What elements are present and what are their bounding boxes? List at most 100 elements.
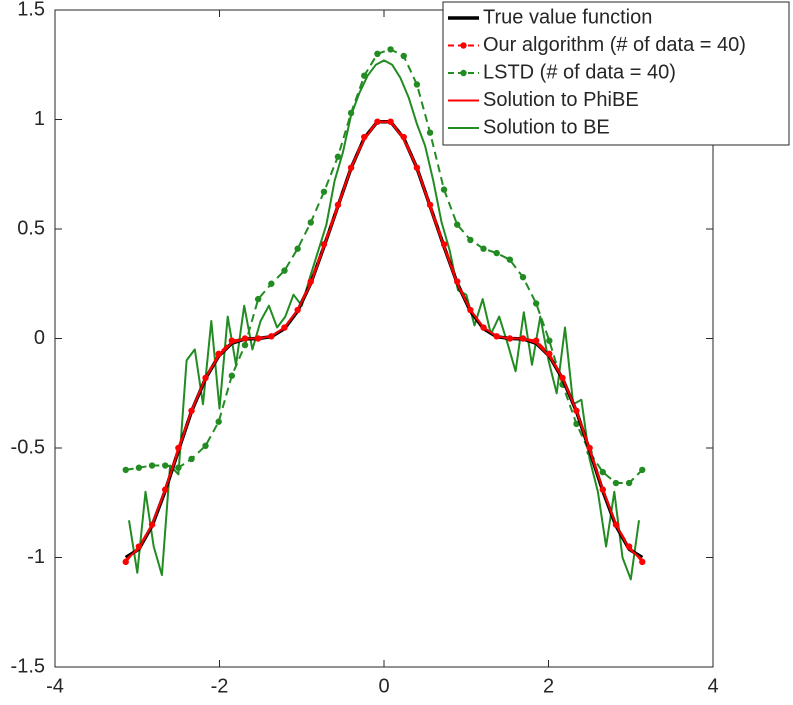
point <box>241 341 249 349</box>
point <box>599 468 606 476</box>
y-tick-label: 0 <box>34 327 45 349</box>
point <box>188 407 195 414</box>
point <box>573 420 580 428</box>
point <box>426 201 434 209</box>
point <box>400 133 407 141</box>
point <box>625 543 633 550</box>
point <box>268 333 275 340</box>
point <box>467 306 474 314</box>
x-tick-label: -4 <box>46 675 64 697</box>
point <box>639 466 646 474</box>
legend-label: Solution to BE <box>483 116 610 138</box>
point <box>281 267 288 274</box>
point <box>519 273 527 281</box>
point <box>493 333 500 340</box>
point <box>612 521 620 528</box>
axes-box <box>54 9 714 668</box>
point <box>334 201 342 209</box>
point <box>241 335 249 342</box>
point <box>162 462 169 469</box>
x-tick-label: 0 <box>378 675 389 697</box>
point <box>413 164 421 171</box>
point <box>361 133 368 141</box>
point <box>228 372 236 379</box>
legend-box <box>442 1 790 146</box>
point <box>254 335 262 342</box>
point <box>188 455 195 463</box>
point <box>347 164 355 171</box>
legend-label: Our algorithm (# of data = 40) <box>483 34 746 56</box>
point <box>215 350 222 358</box>
point <box>175 444 182 452</box>
series-line <box>125 48 644 484</box>
x-tick-label: -2 <box>211 675 229 697</box>
point <box>307 278 314 285</box>
point <box>440 186 448 193</box>
point <box>228 337 236 344</box>
point <box>135 464 143 471</box>
point <box>519 335 527 342</box>
point <box>374 118 381 125</box>
point <box>532 337 540 344</box>
point <box>506 256 514 263</box>
series-line <box>124 120 644 563</box>
point <box>612 479 620 487</box>
y-tick-label: 1.5 <box>17 0 45 20</box>
point <box>320 241 328 248</box>
point <box>480 245 487 252</box>
point <box>413 81 421 88</box>
point <box>135 543 143 550</box>
point <box>440 241 448 248</box>
legend-label: Solution to PhiBE <box>483 89 639 111</box>
x-tick-label: 4 <box>707 675 718 697</box>
point <box>374 50 381 57</box>
point <box>599 486 606 493</box>
x-tick-label: 2 <box>543 675 554 697</box>
point <box>506 335 514 342</box>
point <box>586 444 593 452</box>
y-tick-label: -0.5 <box>11 436 45 458</box>
y-tick-label: -1 <box>27 546 45 568</box>
point <box>546 350 553 358</box>
point <box>122 466 129 474</box>
plot-area <box>54 9 714 668</box>
point <box>467 236 474 244</box>
point <box>480 324 487 331</box>
point <box>454 278 461 285</box>
legend-label: True value function <box>483 6 652 28</box>
point <box>294 306 301 314</box>
point <box>254 295 262 303</box>
series-line <box>128 59 640 581</box>
point <box>625 479 633 487</box>
point <box>454 221 461 228</box>
legend-label: LSTD (# of data = 40) <box>483 61 676 83</box>
point <box>546 337 553 344</box>
point <box>122 558 129 566</box>
point <box>559 374 566 382</box>
y-tick-label: 0.5 <box>17 217 45 239</box>
point <box>573 407 580 414</box>
point <box>202 442 209 450</box>
point <box>175 464 182 471</box>
point <box>334 153 342 160</box>
legend: True value function Our algorithm (# of d… <box>442 1 790 146</box>
point <box>532 300 540 307</box>
point <box>361 72 368 79</box>
point <box>307 219 314 226</box>
point <box>294 245 301 252</box>
point <box>148 521 156 528</box>
point <box>387 118 394 125</box>
point <box>493 249 500 257</box>
legend-marker <box>460 42 467 49</box>
series-line <box>125 120 643 561</box>
point <box>639 558 646 566</box>
y-tick-label: -1.5 <box>11 655 45 677</box>
point <box>148 462 156 469</box>
point <box>202 374 209 382</box>
point <box>162 486 169 493</box>
point <box>320 188 328 195</box>
point <box>347 109 355 117</box>
point <box>400 52 407 60</box>
